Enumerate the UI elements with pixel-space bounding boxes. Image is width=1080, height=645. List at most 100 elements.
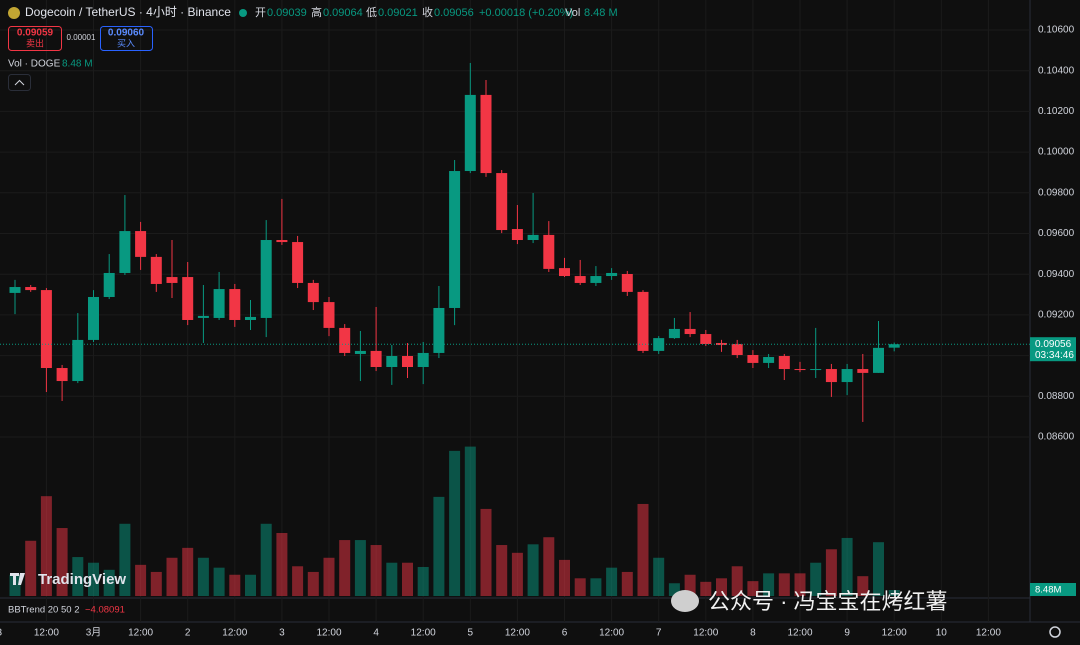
candle-body	[543, 234, 555, 269]
volume-bar	[449, 450, 461, 596]
candle-body	[135, 231, 147, 257]
volume-bar	[25, 540, 37, 596]
candle-body	[182, 277, 194, 320]
volume-bar	[621, 571, 633, 596]
candle-body	[402, 356, 413, 367]
candle-body	[747, 354, 759, 363]
candle-body	[449, 171, 461, 308]
tv-logo-icon	[10, 573, 25, 585]
buy-label: 买入	[117, 38, 135, 48]
watermark: 公众号 · 冯宝宝在烤红薯	[708, 589, 948, 614]
volume-bar	[150, 571, 162, 596]
y-tick-label: 0.09600	[1038, 228, 1075, 239]
y-tick-label: 0.09200	[1038, 310, 1075, 321]
volume-bar	[496, 545, 508, 596]
candle-body	[873, 347, 884, 373]
volume-bar	[559, 559, 570, 596]
volume-bar	[402, 562, 413, 596]
candle-body	[825, 369, 837, 383]
ohlc-label: 低	[366, 6, 377, 19]
x-tick-label: 3月	[86, 627, 102, 639]
volume-bar	[825, 549, 837, 596]
x-tick-label: 12:00	[693, 628, 718, 639]
x-tick-label: 12:00	[599, 628, 624, 639]
x-tick-label: 8	[750, 628, 756, 639]
volume-bar	[229, 574, 241, 596]
ohlc-change: +0.00018 (+0.20%)	[479, 7, 573, 19]
symbol[interactable]: Dogecoin / TetherUS · 4小时 · Binance	[25, 5, 231, 19]
status-dot	[239, 9, 247, 17]
plot	[9, 62, 900, 596]
volume-bar	[653, 557, 665, 596]
candle-body	[527, 234, 539, 241]
volume-bar	[119, 523, 131, 596]
sell-label: 卖出	[26, 37, 44, 48]
volume-bar	[778, 573, 790, 596]
candle-body	[621, 273, 633, 292]
candle-body	[480, 94, 492, 174]
volume-bar	[668, 583, 680, 596]
sell-price: 0.09059	[17, 28, 54, 39]
x-tick-label: 12:00	[976, 628, 1001, 639]
coin-logo	[8, 7, 20, 19]
vol-indicator-value: 8.48 M	[62, 59, 93, 70]
price-tag	[1030, 337, 1076, 362]
volume-bar	[166, 557, 178, 596]
candle-body	[245, 316, 256, 320]
spread: 0.00001	[67, 33, 96, 42]
volume-bar	[606, 567, 618, 596]
x-tick-label: 3	[279, 628, 285, 639]
candle-body	[292, 242, 304, 283]
wechat-icon	[671, 590, 699, 612]
candle-body	[637, 291, 649, 351]
x-tick-label: 6	[562, 628, 568, 639]
candle-body	[56, 368, 68, 382]
collapse-button[interactable]	[8, 74, 31, 91]
settings-icon[interactable]	[1049, 626, 1061, 638]
candle-body	[354, 350, 366, 354]
candle-body	[684, 328, 696, 335]
ohlc-value: 0.09021	[378, 7, 418, 19]
y-tick-label: 0.10400	[1038, 65, 1075, 76]
candle-body	[40, 290, 52, 369]
candle-body	[260, 240, 272, 318]
indicator-name: BBTrend 20 50 2	[8, 605, 79, 616]
candle-body	[417, 352, 429, 367]
volume-bar	[810, 562, 822, 596]
y-tick-label: 0.08800	[1038, 391, 1075, 402]
buy-button[interactable]	[100, 26, 153, 51]
buy-price: 0.09060	[108, 28, 145, 39]
volume-bar	[417, 566, 429, 596]
volume-bar	[574, 578, 586, 596]
ohlc-label: 收	[422, 5, 433, 19]
candle-body	[197, 315, 209, 318]
candle-body	[590, 276, 602, 283]
sell-button[interactable]	[8, 26, 62, 51]
candle-body	[496, 173, 508, 231]
volume-bar	[527, 544, 539, 596]
x-tick-label: 10	[936, 628, 948, 639]
candle-body	[574, 276, 586, 283]
x-tick-label: 12:00	[128, 628, 153, 639]
candle-body	[150, 256, 162, 284]
volume-bar	[841, 537, 853, 596]
volume-bar	[731, 566, 743, 596]
volume-bar	[260, 523, 272, 596]
volume-bar	[197, 557, 209, 596]
ohlc-value: 0.09039	[267, 7, 307, 19]
volume-bar	[794, 573, 806, 596]
candle-body	[103, 272, 115, 297]
volume-bar	[213, 567, 225, 596]
volume-bar	[464, 446, 476, 596]
tv-logo: TradingView	[38, 571, 126, 588]
candle-body	[464, 94, 476, 172]
candle-body	[370, 350, 382, 367]
volume-bar	[386, 562, 398, 596]
candle-body	[119, 231, 131, 273]
volume-bar	[888, 589, 900, 596]
x-tick-label: 12:00	[222, 628, 247, 639]
candle-body	[794, 369, 806, 371]
